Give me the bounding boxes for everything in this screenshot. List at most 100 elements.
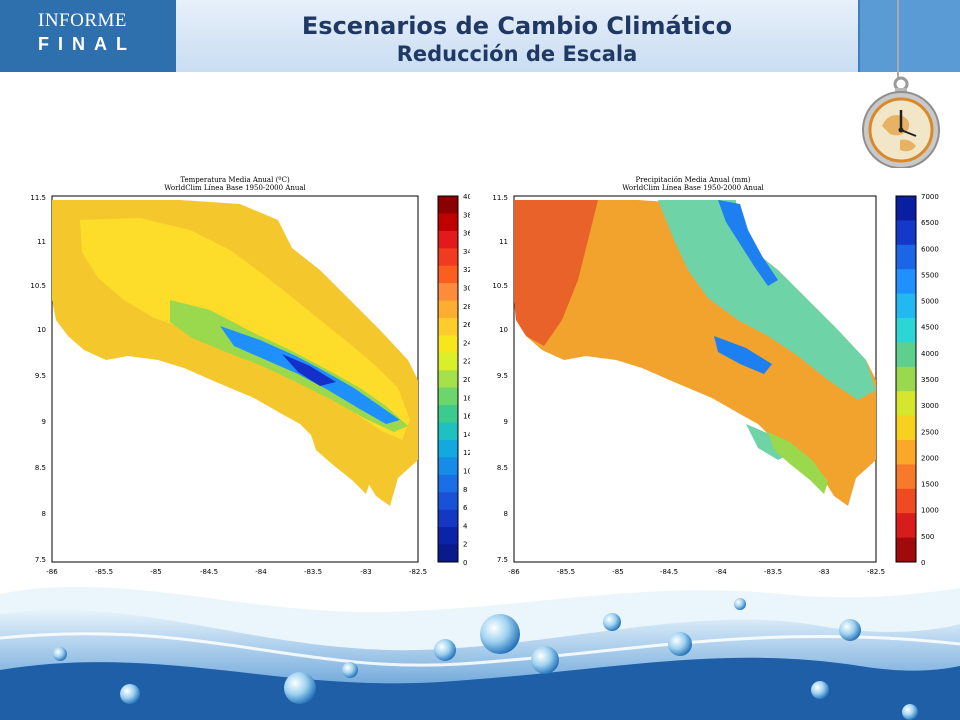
y-tick: 7.5 (35, 556, 46, 564)
colorbar-label: 36 (463, 230, 470, 238)
colorbar-label: 18 (463, 394, 470, 402)
map-subtitle: WorldClim Línea Base 1950-2000 Anual (622, 184, 764, 192)
colorbar-label: 4000 (921, 350, 939, 358)
map-title: Precipitación Media Anual (mm) (635, 176, 750, 184)
y-tick: 9.5 (497, 372, 508, 380)
title-panel: Escenarios de Cambio Climático Reducción… (176, 0, 860, 72)
colorbar-label: 6 (463, 504, 468, 512)
colorbar-label: 2 (463, 541, 467, 549)
y-tick: 8.5 (35, 464, 46, 472)
colorbar-segment (438, 248, 458, 267)
colorbar-segment (438, 527, 458, 546)
x-tick: -85.5 (557, 568, 575, 576)
watch-chain (897, 0, 899, 78)
y-tick: 10.5 (30, 282, 46, 290)
colorbar-label: 1000 (921, 507, 939, 515)
colorbar-segment (438, 474, 458, 493)
y-tick: 11.5 (30, 194, 46, 202)
colorbar-label: 5000 (921, 298, 939, 306)
y-tick: 8.5 (497, 464, 508, 472)
colorbar-segment (438, 283, 458, 302)
badge-line-2: FINAL (38, 34, 136, 54)
y-tick: 10.5 (492, 282, 508, 290)
colorbar-segment (438, 405, 458, 424)
precipitation-map: Precipitación Media Anual (mm) WorldClim… (492, 176, 939, 576)
colorbar-segment (896, 342, 916, 368)
colorbar-label: 6000 (921, 245, 939, 253)
colorbar-segment (896, 366, 916, 392)
temperature-map: Temperatura Media Anual (ºC) WorldClim L… (30, 176, 470, 576)
precipitation-colorbar: 7000650060005500500045004000350030002500… (895, 193, 939, 567)
pocket-watch-icon (862, 76, 940, 168)
map-yticks: 11.5 11 10.5 10 9.5 9 8.5 8 7.5 (30, 194, 46, 564)
colorbar-frame (437, 195, 459, 563)
colorbar-label: 10 (463, 468, 470, 476)
colorbar-segment (438, 196, 458, 214)
x-tick: -86 (508, 568, 520, 576)
colorbar-segment (896, 318, 916, 343)
map-yticks: 11.5 11 10.5 10 9.5 9 8.5 8 7.5 (492, 194, 508, 564)
colorbar-segment (438, 422, 458, 441)
y-tick: 8 (504, 510, 508, 518)
x-tick: -83 (360, 568, 371, 576)
map-xticks: -86 -85.5 -85 -84.5 -84 -83.5 -83 -82.5 (508, 568, 885, 576)
colorbar-label: 26 (463, 321, 470, 329)
y-tick: 9 (42, 418, 46, 426)
colorbar-segment (438, 265, 458, 284)
colorbar-label: 14 (463, 431, 470, 439)
map-xticks: -86 -85.5 -85 -84.5 -84 -83.5 -83 -82.5 (46, 568, 427, 576)
water-wave-decoration (0, 586, 960, 720)
header-bar: INFORME FINAL Escenarios de Cambio Climá… (0, 0, 960, 72)
colorbar-label: 8 (463, 486, 467, 494)
x-tick: -85.5 (95, 568, 113, 576)
colorbar-label: 4500 (921, 324, 939, 332)
colorbar-segment (438, 440, 458, 458)
colorbar-label: 40 (463, 193, 470, 201)
slide-title: Escenarios de Cambio Climático (301, 12, 733, 40)
y-tick: 11.5 (492, 194, 508, 202)
colorbar-label: 2500 (921, 428, 939, 436)
colorbar-segment (438, 509, 458, 528)
colorbar-label: 38 (463, 211, 470, 219)
x-tick: -84 (255, 568, 267, 576)
colorbar-segment (438, 544, 458, 563)
map-land (52, 200, 418, 506)
colorbar-segment (896, 464, 916, 490)
colorbar-segment (438, 387, 458, 406)
colorbar-segment (896, 537, 916, 563)
colorbar-segment (896, 488, 916, 514)
y-tick: 9.5 (35, 372, 46, 380)
x-tick: -86 (46, 568, 58, 576)
colorbar-label: 0 (463, 559, 467, 567)
y-tick: 9 (504, 418, 508, 426)
colorbar-label: 22 (463, 358, 470, 366)
x-tick: -84 (715, 568, 727, 576)
map-subtitle: WorldClim Línea Base 1950-2000 Anual (164, 184, 306, 192)
colorbar-segment (438, 318, 458, 336)
colorbar-segment (896, 269, 916, 295)
colorbar-label: 30 (463, 285, 470, 293)
x-tick: -85 (150, 568, 161, 576)
colorbar-label: 28 (463, 303, 470, 311)
map-title: Temperatura Media Anual (ºC) (180, 176, 290, 184)
slide-subtitle: Reducción de Escala (396, 42, 638, 66)
y-tick: 7.5 (497, 556, 508, 564)
colorbar-label: 7000 (921, 193, 939, 201)
colorbar-segment (438, 492, 458, 511)
colorbar-segment (896, 196, 916, 221)
y-tick: 10 (499, 326, 508, 334)
colorbar-segment (896, 244, 916, 270)
colorbar-label: 2000 (921, 454, 939, 462)
colorbar-label: 16 (463, 413, 470, 421)
colorbar-segment (896, 391, 916, 417)
colorbar-segment (896, 293, 916, 319)
x-tick: -85 (612, 568, 623, 576)
badge-line-1: INFORME (38, 10, 128, 31)
map-land (514, 200, 876, 506)
colorbar-label: 3500 (921, 376, 939, 384)
colorbar-segment (438, 457, 458, 476)
y-tick: 11 (37, 238, 46, 246)
colorbar-segment (438, 213, 458, 232)
x-tick: -82.5 (409, 568, 427, 576)
